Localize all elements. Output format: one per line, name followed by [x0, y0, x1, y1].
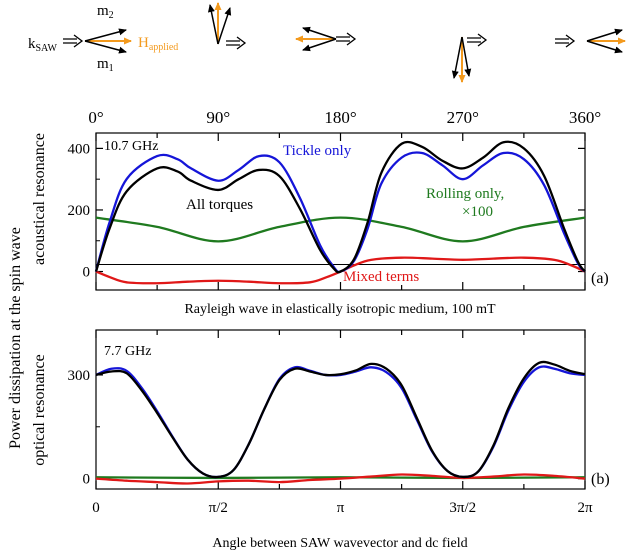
saw-wavevector-icon: [226, 36, 247, 50]
series-tickle-line: [95, 365, 586, 479]
panel-b-series: [95, 360, 586, 485]
panel-a-y-ticks: 0 200 400: [68, 141, 585, 281]
saw-wavevector-icon: [467, 33, 488, 47]
panel-a-label: (a): [591, 270, 609, 287]
top-tick-label: 360°: [569, 108, 601, 127]
magnetization-arrow-icon: [461, 36, 472, 77]
y-tick-label: 0: [83, 472, 91, 488]
label-mixed-terms: Mixed terms: [343, 269, 419, 285]
y-tick-label: 300: [68, 368, 91, 384]
magnetization-arrow-icon: [451, 36, 463, 79]
y-tick-label: 200: [68, 203, 91, 219]
top-tick-label: 90°: [206, 108, 230, 127]
y-axis-title: Power dissipation at the spin wave: [7, 227, 24, 449]
top-tick-label: 270°: [447, 108, 479, 127]
saw-wavevector-icon: [555, 34, 576, 48]
m1-label: m1: [97, 56, 114, 74]
panel-a-frequency: 10.7 GHz: [104, 139, 158, 154]
panel-b-frequency: 7.7 GHz: [104, 344, 151, 359]
x-tick-label: 2π: [577, 500, 593, 516]
header-diagram: kSAW m2 m1 Happlied: [28, 2, 626, 83]
magnetization-arrow-icon: [586, 28, 623, 42]
y-tick-label: 400: [68, 141, 91, 157]
m2-label: m2: [97, 3, 114, 21]
magnetization-arrow-icon: [207, 4, 219, 45]
series-total-line: [94, 140, 586, 274]
k-saw-label: kSAW: [28, 36, 57, 54]
magnetization-arrow-icon: [217, 7, 232, 45]
label-rolling-scale: ×100: [462, 204, 493, 220]
m2-arrow-icon: [84, 28, 127, 42]
panel-b-frame: [95, 329, 586, 490]
x-tick-label: 3π/2: [449, 500, 476, 516]
series-mixed-line: [95, 473, 586, 485]
panel-a-series: [94, 140, 586, 285]
y-tick-label: 0: [83, 265, 91, 281]
saw-wavevector-icon: [63, 34, 84, 48]
series-rolling-line: [95, 476, 586, 480]
saw-wavevector-icon: [336, 32, 357, 46]
panel-a-top-ticks: 0° 90° 180° 270° 360°: [88, 108, 601, 290]
top-tick-label: 0°: [88, 108, 103, 127]
label-tickle-only: Tickle only: [283, 143, 352, 159]
panel-a-caption: Rayleigh wave in elastically isotropic m…: [184, 302, 495, 317]
series-rolling-line: [95, 216, 586, 243]
y-axis-title-a: acoustical resonance: [31, 133, 48, 265]
panel-b-x-ticks: 0 π/2 π 3π/2 2π: [92, 330, 593, 516]
magnetization-arrow-icon: [302, 26, 337, 40]
series-total-line: [95, 360, 586, 479]
magnetization-arrow-icon: [586, 40, 623, 54]
x-tick-label: π: [337, 500, 345, 516]
label-all-torques: All torques: [186, 197, 253, 213]
panel-a: 0° 90° 180° 270° 360° 0 200 400 10.7 GHz Tickl…: [68, 108, 609, 317]
panel-b-label: (b): [591, 471, 610, 488]
x-tick-label: π/2: [209, 500, 228, 516]
m1-arrow-icon: [84, 40, 127, 54]
x-tick-label: 0: [92, 500, 100, 516]
series-tickle-line: [94, 151, 586, 274]
panel-b: 0 π/2 π 3π/2 2π 0 300 7.7 GHz (b): [68, 329, 610, 516]
y-axis-title-b: optical resonance: [31, 354, 48, 466]
h-applied-label: Happlied: [138, 35, 178, 53]
x-axis-title: Angle between SAW wavevector and dc fiel…: [212, 536, 467, 551]
top-tick-label: 180°: [324, 108, 356, 127]
panel-b-y-ticks: 0 300: [68, 368, 585, 488]
label-rolling-only: Rolling only,: [426, 186, 504, 202]
magnetization-arrow-icon: [302, 38, 337, 52]
